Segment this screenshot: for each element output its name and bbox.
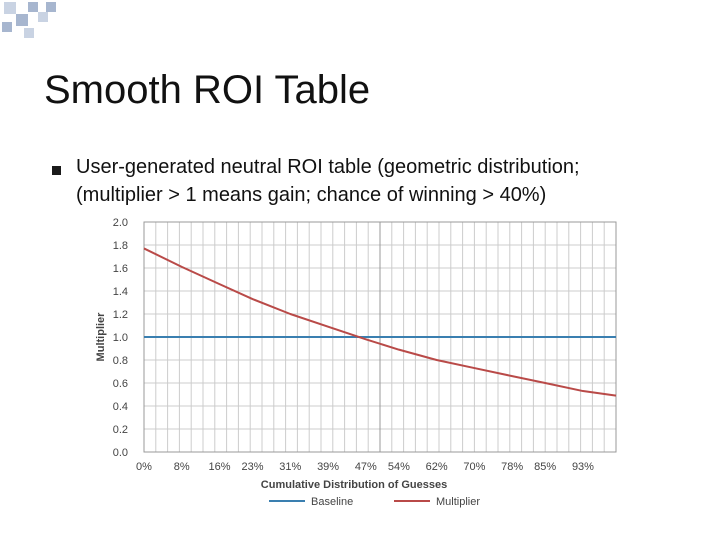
y-tick-label: 0.8 xyxy=(113,355,128,367)
y-tick-label: 1.0 xyxy=(113,332,128,344)
bullet-line-2: (multiplier > 1 means gain; chance of wi… xyxy=(76,184,547,206)
legend-label-baseline: Baseline xyxy=(311,496,353,508)
x-tick-label: 54% xyxy=(388,461,410,473)
chart-legend: Baseline Multiplier xyxy=(269,496,480,508)
x-tick-label: 23% xyxy=(242,461,264,473)
y-tick-label: 1.6 xyxy=(113,263,128,275)
x-tick-label: 78% xyxy=(501,461,523,473)
y-tick-label: 0.0 xyxy=(113,447,128,459)
y-tick-label: 1.4 xyxy=(113,286,128,298)
bullet-text: User-generated neutral ROI table (geomet… xyxy=(76,153,706,209)
series-line-multiplier xyxy=(143,247,617,397)
x-axis-ticks: 0% 8% 16% 23% 31% 39% 47% 54% 62% 70% 78% 85% 93% xyxy=(136,461,594,473)
y-tick-label: 0.6 xyxy=(113,378,128,390)
roi-line-chart: 0.0 0.2 0.4 0.6 0.8 1.0 1.2 1.4 1.6 1.8 2.0 0% 8% 16… xyxy=(95,217,617,508)
bullet-marker xyxy=(52,166,61,175)
y-axis-ticks: 0.0 0.2 0.4 0.6 0.8 1.0 1.2 1.4 1.6 1.8 2.0 xyxy=(113,217,128,459)
legend-label-multiplier: Multiplier xyxy=(436,496,480,508)
x-tick-label: 8% xyxy=(174,461,190,473)
slide-title: Smooth ROI Table xyxy=(44,68,371,112)
y-tick-label: 0.4 xyxy=(113,401,128,413)
x-axis-label: Cumulative Distribution of Guesses xyxy=(261,479,447,491)
y-tick-label: 1.8 xyxy=(113,240,128,252)
bullet-line-1: User-generated neutral ROI table (geomet… xyxy=(76,156,580,178)
x-tick-label: 47% xyxy=(355,461,377,473)
corner-squares-decoration xyxy=(2,2,56,38)
x-tick-label: 16% xyxy=(209,461,231,473)
x-tick-label: 85% xyxy=(534,461,556,473)
x-tick-label: 62% xyxy=(426,461,448,473)
y-axis-label: Multiplier xyxy=(95,312,107,362)
x-tick-label: 31% xyxy=(279,461,301,473)
x-tick-label: 39% xyxy=(317,461,339,473)
x-tick-label: 70% xyxy=(463,461,485,473)
x-tick-label: 0% xyxy=(136,461,152,473)
x-tick-label: 93% xyxy=(572,461,594,473)
y-tick-label: 2.0 xyxy=(113,217,128,229)
y-tick-label: 1.2 xyxy=(113,309,128,321)
y-tick-label: 0.2 xyxy=(113,424,128,436)
chart-series xyxy=(143,247,617,397)
